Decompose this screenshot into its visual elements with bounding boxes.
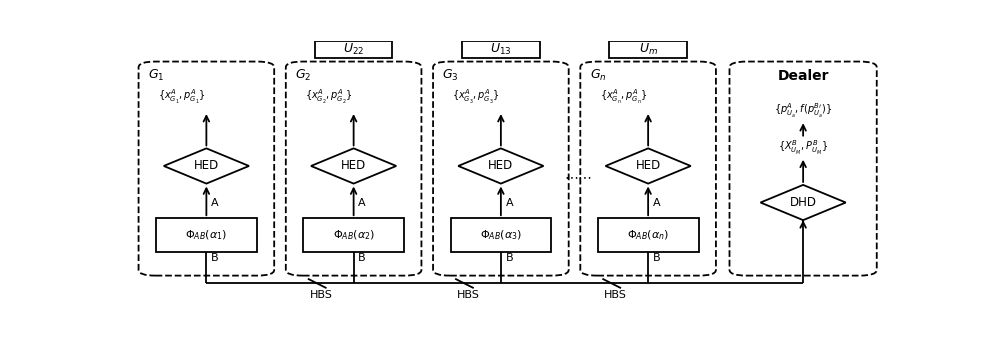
Text: B: B [506,254,513,263]
Text: HED: HED [341,159,366,173]
Text: Dealer: Dealer [777,69,829,83]
Text: $\{x^A_{G_3},p^A_{G_3}\}$: $\{x^A_{G_3},p^A_{G_3}\}$ [452,88,500,106]
Text: $\Phi_{AB}(\alpha_2)$: $\Phi_{AB}(\alpha_2)$ [333,228,375,242]
Text: $\Phi_{AB}(\alpha_n)$: $\Phi_{AB}(\alpha_n)$ [627,228,669,242]
Bar [315,41,392,58]
Text: $G_3$: $G_3$ [442,68,459,83]
Text: $\{x^A_{G_1},p^A_{G_1}\}$: $\{x^A_{G_1},p^A_{G_1}\}$ [158,88,206,106]
Text: HBS: HBS [310,290,333,300]
Text: $U_{22}$: $U_{22}$ [343,42,364,57]
Text: A: A [506,199,513,208]
Text: B: B [358,254,366,263]
Text: $G_2$: $G_2$ [295,68,311,83]
Text: HED: HED [488,159,514,173]
FancyBboxPatch shape [286,62,421,276]
Bar [598,218,698,252]
Text: $\Phi_{AB}(\alpha_3)$: $\Phi_{AB}(\alpha_3)$ [480,228,522,242]
FancyBboxPatch shape [730,62,877,276]
Text: $\{x^A_{G_2},p^A_{G_2}\}$: $\{x^A_{G_2},p^A_{G_2}\}$ [305,88,353,106]
FancyBboxPatch shape [433,62,569,276]
Text: $U_m$: $U_m$ [639,42,658,57]
Text: HED: HED [194,159,219,173]
FancyBboxPatch shape [139,62,274,276]
Polygon shape [164,148,249,184]
Bar [156,218,257,252]
Text: $\{x^A_{G_n},p^A_{G_n}\}$: $\{x^A_{G_n},p^A_{G_n}\}$ [600,88,648,106]
Text: A: A [653,199,660,208]
Text: $G_n$: $G_n$ [590,68,606,83]
Text: $U_{13}$: $U_{13}$ [490,42,512,57]
Bar [462,41,540,58]
Text: DHD: DHD [790,196,817,209]
FancyBboxPatch shape [580,62,716,276]
Text: HBS: HBS [604,290,627,300]
Bar [609,41,687,58]
Polygon shape [606,148,691,184]
Text: $\cdots\cdots$: $\cdots\cdots$ [564,170,592,183]
Text: B: B [211,254,219,263]
Text: B: B [653,254,660,263]
Polygon shape [311,148,396,184]
Bar [450,218,551,252]
Text: $\{X^B_{U_M},P^B_{U_M}\}$: $\{X^B_{U_M},P^B_{U_M}\}$ [778,139,828,157]
Text: A: A [358,199,366,208]
Bar [303,218,404,252]
Text: $G_1$: $G_1$ [148,68,164,83]
Polygon shape [761,185,846,220]
Text: A: A [211,199,219,208]
Text: $\Phi_{AB}(\alpha_1)$: $\Phi_{AB}(\alpha_1)$ [185,228,227,242]
Text: HED: HED [636,159,661,173]
Text: $\{p^A_{U_a},f(p^{B\prime}_{U_a})\}$: $\{p^A_{U_a},f(p^{B\prime}_{U_a})\}$ [774,102,832,120]
Polygon shape [458,148,544,184]
Text: HBS: HBS [457,290,480,300]
